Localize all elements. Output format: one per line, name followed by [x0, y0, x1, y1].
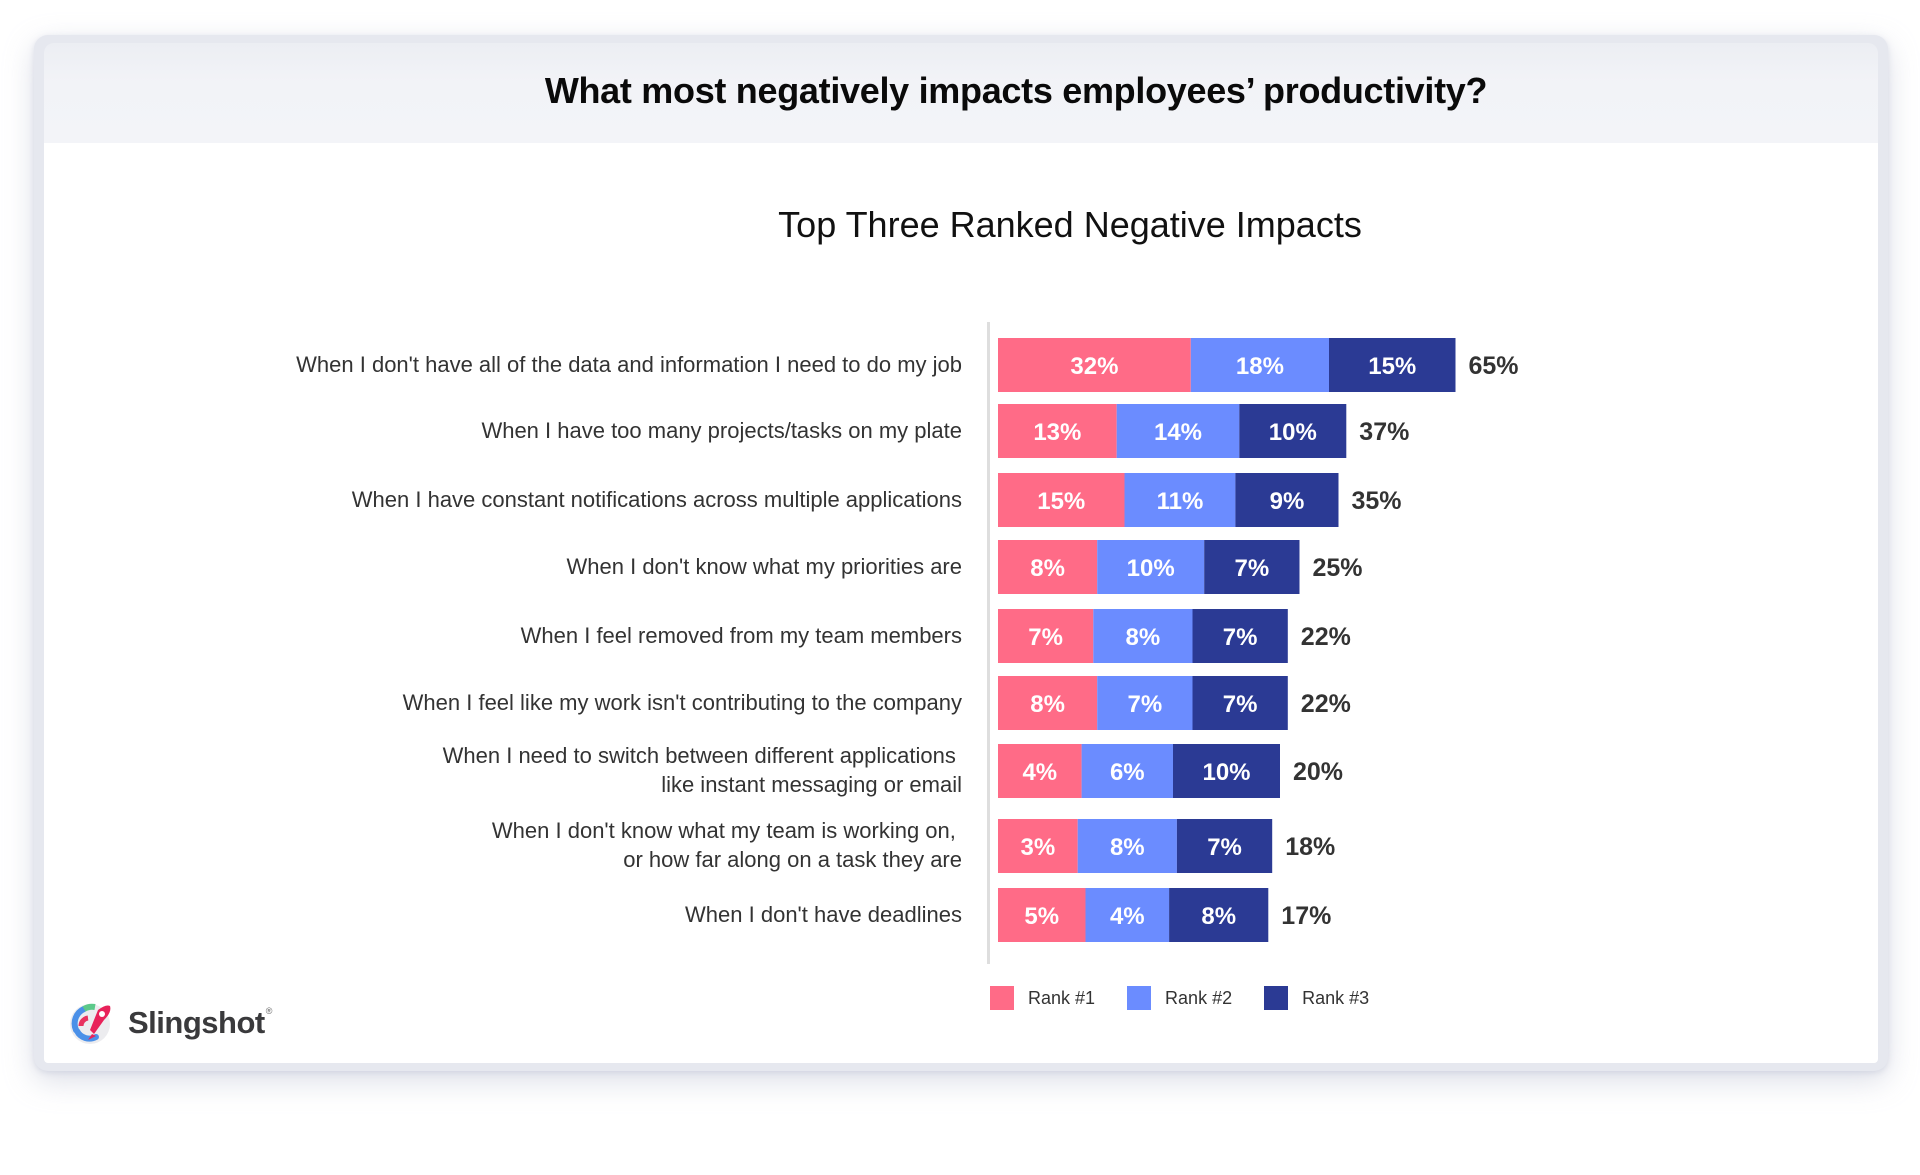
bar-value-label: 13%	[1033, 419, 1081, 446]
bar-total-label: 22%	[1301, 690, 1351, 718]
category-label: When I feel like my work isn't contribut…	[402, 689, 962, 715]
slingshot-rocket-logo-icon	[70, 1003, 111, 1044]
bar-segment-rank-2-row-1	[1190, 338, 1329, 392]
bar-value-label: 7%	[1223, 624, 1258, 651]
bar-segment-rank-2-row-8	[1077, 819, 1177, 873]
category-label: When I don't have all of the data and in…	[296, 351, 962, 377]
slingshot-logo: Slingshot ®	[68, 1000, 272, 1046]
legend: Rank #1 Rank #2 Rank #3	[990, 986, 1401, 1010]
legend-swatch-rank-3	[1264, 986, 1289, 1010]
bar-total-label: 17%	[1281, 902, 1331, 930]
bar-segment-rank-2-row-2	[1116, 404, 1240, 458]
y-axis-line	[987, 322, 990, 964]
bar-value-label: 15%	[1368, 353, 1416, 380]
bar-value-label: 9%	[1270, 488, 1305, 515]
bar-value-label: 8%	[1201, 903, 1236, 930]
bar-value-label: 32%	[1070, 353, 1118, 380]
bar-total-label: 18%	[1285, 833, 1335, 861]
bar-segment-rank-2-row-5	[1093, 609, 1193, 663]
bar-segment-rank-3-row-7	[1173, 744, 1280, 798]
bar-value-label: 7%	[1128, 691, 1163, 718]
bar-total-label: 35%	[1352, 487, 1402, 515]
bar-value-label: 4%	[1022, 759, 1057, 786]
bar-segment-rank-1-row-6	[998, 676, 1098, 730]
bar-segment-rank-3-row-6	[1192, 676, 1288, 730]
category-label: When I need to switch between different …	[442, 743, 962, 797]
bar-total-label: 37%	[1359, 418, 1409, 446]
bar-segment-rank-3-row-8	[1176, 819, 1273, 873]
brand-name: Slingshot	[128, 1005, 265, 1040]
bar-segment-rank-1-row-4	[998, 540, 1098, 594]
legend-label-rank-1: Rank #1	[1028, 987, 1096, 1008]
bar-segment-rank-1-row-1	[998, 338, 1191, 392]
chart-title: Top Three Ranked Negative Impacts	[778, 204, 1362, 245]
bar-total-label: 22%	[1301, 623, 1351, 651]
bar-value-label: 10%	[1202, 759, 1250, 786]
bar-value-label: 8%	[1030, 555, 1065, 582]
bar-value-label: 8%	[1110, 834, 1145, 861]
bar-total-label: 25%	[1313, 554, 1363, 582]
bar-value-label: 18%	[1236, 353, 1284, 380]
category-label: When I feel removed from my team members	[520, 622, 962, 648]
bar-segment-rank-1-row-7	[998, 744, 1082, 798]
legend-item-rank-1: Rank #1	[990, 986, 1095, 1010]
category-label: When I have too many projects/tasks on m…	[481, 417, 962, 443]
bar-value-label: 6%	[1110, 759, 1145, 786]
bar-segment-rank-2-row-7	[1081, 744, 1173, 798]
bar-value-label: 10%	[1127, 555, 1175, 582]
legend-swatch-rank-1	[990, 986, 1014, 1010]
legend-item-rank-3: Rank #3	[1264, 986, 1369, 1010]
bar-segment-rank-2-row-3	[1124, 473, 1236, 527]
bar-segment-rank-3-row-2	[1239, 404, 1347, 458]
bar-value-label: 4%	[1110, 903, 1145, 930]
bar-segment-rank-1-row-3	[998, 473, 1125, 527]
bar-value-label: 11%	[1157, 488, 1204, 515]
bar-value-label: 5%	[1024, 903, 1059, 930]
bar-value-label: 3%	[1021, 834, 1056, 861]
registered-mark: ®	[265, 1006, 273, 1016]
bar-value-label: 10%	[1269, 419, 1317, 446]
header-band: What most negatively impacts employees’ …	[44, 43, 1878, 143]
category-label: When I don't know what my priorities are	[566, 553, 962, 579]
bar-segment-rank-3-row-9	[1169, 888, 1269, 942]
bar-segment-rank-1-row-8	[998, 819, 1078, 873]
bar-segment-rank-1-row-9	[998, 888, 1086, 942]
bar-total-label: 65%	[1469, 352, 1519, 380]
bar-value-label: 7%	[1207, 834, 1242, 861]
chart-card	[44, 143, 1878, 1063]
bar-total-label: 20%	[1293, 758, 1343, 786]
bar-segment-rank-2-row-4	[1097, 540, 1205, 594]
bar-segment-rank-3-row-4	[1204, 540, 1300, 594]
bar-segment-rank-3-row-1	[1329, 338, 1456, 392]
bar-value-label: 7%	[1028, 624, 1063, 651]
bar-segment-rank-3-row-3	[1235, 473, 1339, 527]
bar-segment-rank-3-row-5	[1192, 609, 1288, 663]
bar-value-label: 7%	[1235, 555, 1270, 582]
category-label: When I have constant notifications acros…	[351, 486, 962, 512]
legend-label-rank-3: Rank #3	[1302, 987, 1370, 1008]
legend-label-rank-2: Rank #2	[1165, 987, 1233, 1008]
bar-value-label: 8%	[1126, 624, 1161, 651]
legend-swatch-rank-2	[1127, 986, 1152, 1010]
bar-segment-rank-2-row-9	[1085, 888, 1170, 942]
category-label: When I don't know what my team is workin…	[491, 818, 962, 872]
bar-value-label: 15%	[1037, 488, 1085, 515]
legend-item-rank-2: Rank #2	[1127, 986, 1232, 1010]
bar-segment-rank-1-row-2	[998, 404, 1117, 458]
bar-value-label: 8%	[1030, 691, 1065, 718]
bar-value-label: 7%	[1223, 691, 1258, 718]
bar-segment-rank-2-row-6	[1097, 676, 1193, 730]
page-title: What most negatively impacts employees’ …	[544, 70, 1488, 111]
bar-value-label: 14%	[1154, 419, 1202, 446]
category-label: When I don't have deadlines	[685, 901, 962, 927]
bar-segment-rank-1-row-5	[998, 609, 1094, 663]
